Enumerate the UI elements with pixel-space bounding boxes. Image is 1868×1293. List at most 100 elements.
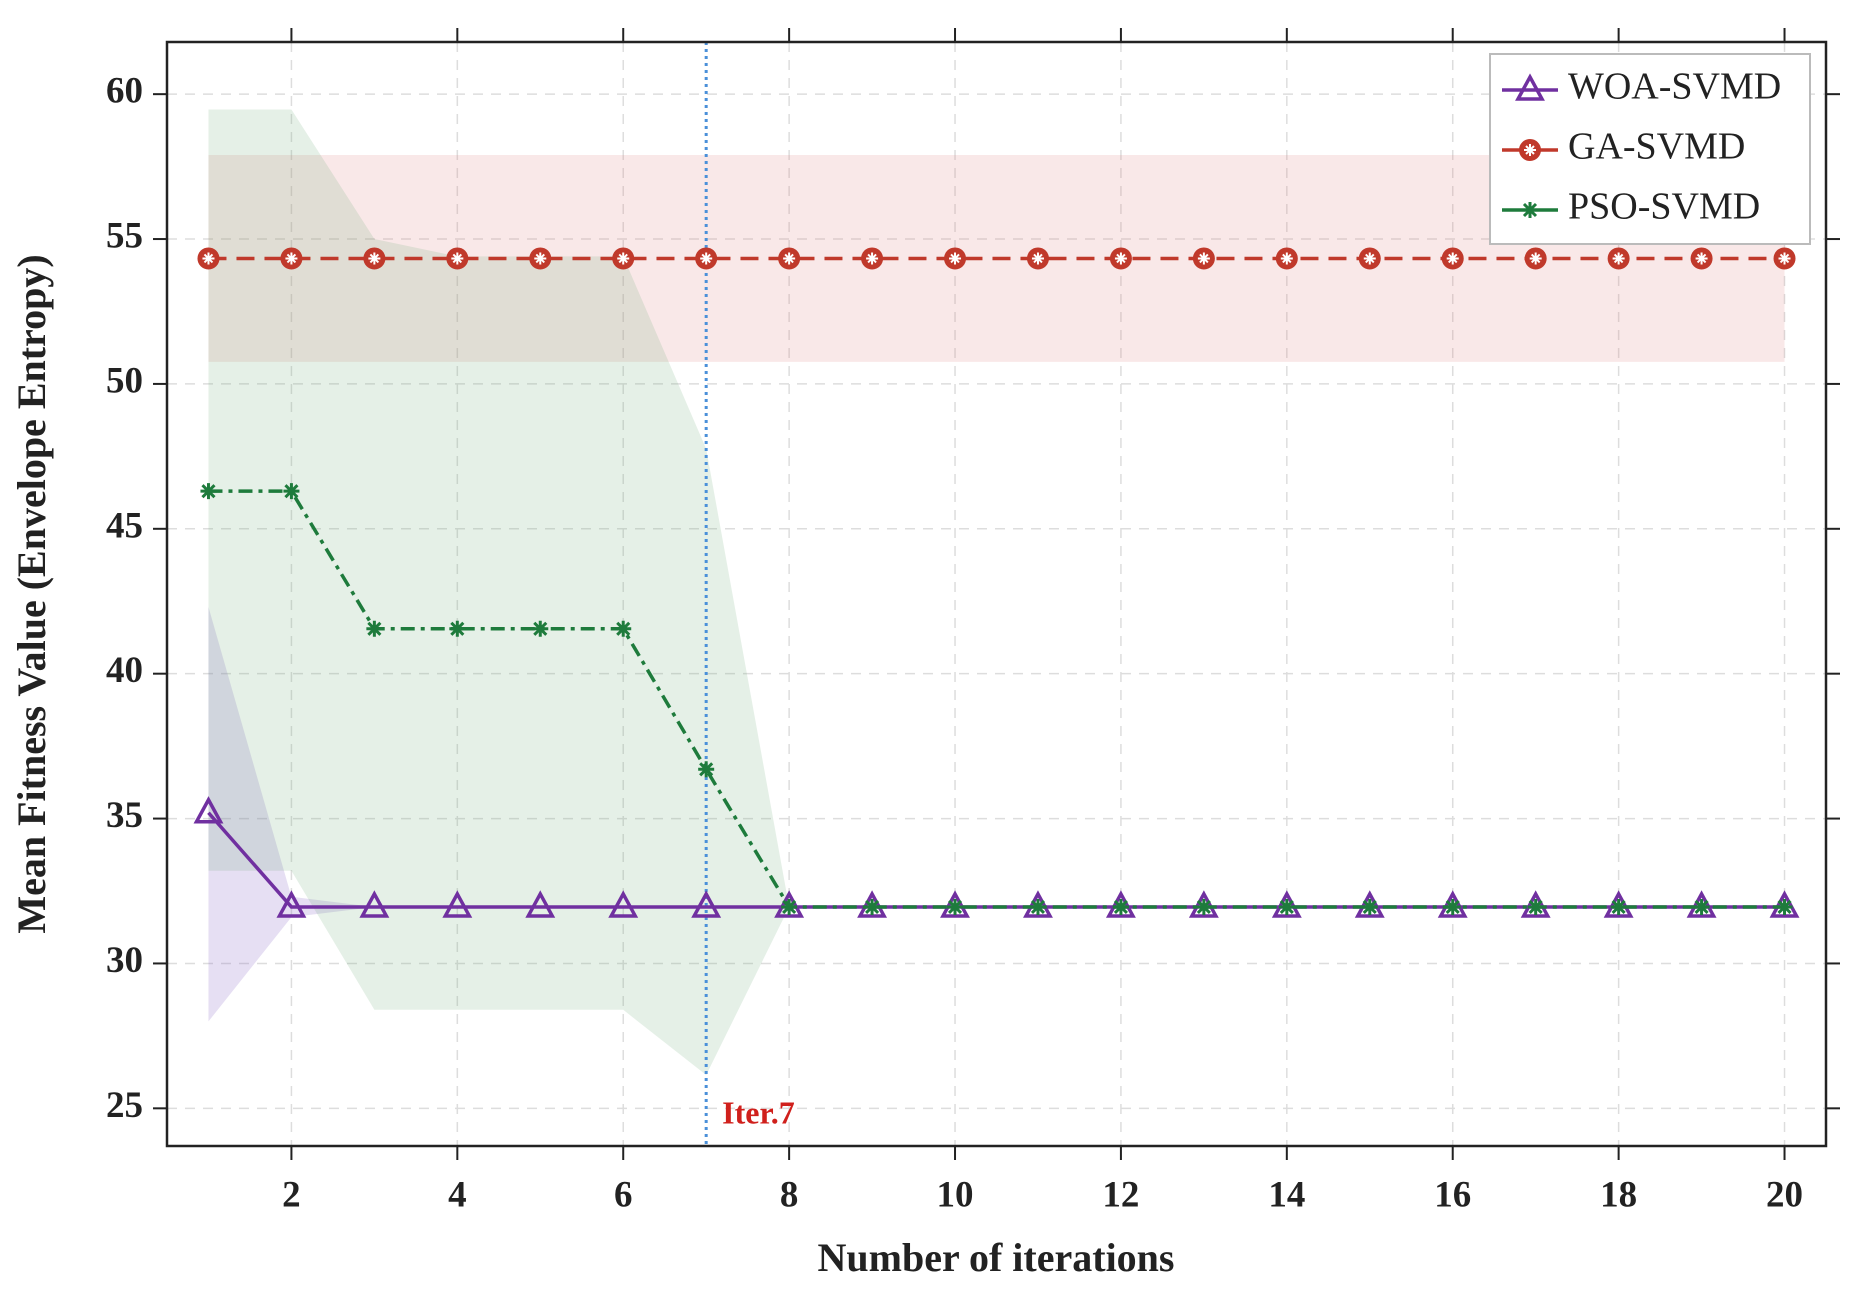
marker xyxy=(1271,890,1302,918)
x-tick-label: 20 xyxy=(1766,1174,1803,1215)
y-tick-label: 45 xyxy=(106,505,143,546)
x-tick-label: 8 xyxy=(780,1174,799,1215)
y-tick-label: 40 xyxy=(106,650,143,691)
legend-label: WOA-SVMD xyxy=(1568,66,1781,108)
y-tick-label: 35 xyxy=(106,795,143,836)
marker-star xyxy=(202,252,215,265)
marker xyxy=(1769,890,1800,918)
x-tick-label: 14 xyxy=(1268,1174,1305,1215)
marker xyxy=(1112,898,1129,915)
marker xyxy=(944,247,967,270)
marker xyxy=(276,890,307,918)
y-tick-label: 50 xyxy=(106,360,143,401)
marker xyxy=(283,483,300,500)
marker xyxy=(1603,890,1634,918)
marker xyxy=(615,620,632,637)
marker xyxy=(280,247,303,270)
marker xyxy=(947,898,964,915)
marker-star xyxy=(1031,252,1044,265)
marker-star xyxy=(866,252,879,265)
marker-star xyxy=(783,252,796,265)
marker xyxy=(363,247,386,270)
marker xyxy=(695,247,718,270)
marker xyxy=(1693,898,1710,915)
marker xyxy=(529,247,552,270)
legend-label: PSO-SVMD xyxy=(1568,186,1760,228)
plot-frame xyxy=(165,40,1828,1148)
marker xyxy=(1773,247,1796,270)
marker xyxy=(1444,898,1461,915)
marker xyxy=(1776,898,1793,915)
marker xyxy=(608,890,639,918)
x-axis-label: Number of iterations xyxy=(818,1235,1175,1280)
marker xyxy=(698,761,715,778)
marker xyxy=(1519,139,1541,161)
marker xyxy=(864,898,881,915)
marker xyxy=(1686,890,1717,918)
y-tick-label: 60 xyxy=(106,71,143,112)
marker xyxy=(449,620,466,637)
legend-label: GA-SVMD xyxy=(1568,126,1745,168)
marker-star xyxy=(1446,252,1459,265)
marker-star xyxy=(451,252,464,265)
marker-star xyxy=(700,252,713,265)
x-tick-label: 2 xyxy=(282,1174,301,1215)
y-tick-label: 30 xyxy=(106,940,143,981)
marker-star xyxy=(949,252,962,265)
marker xyxy=(1441,247,1464,270)
marker xyxy=(1109,247,1132,270)
line xyxy=(208,489,1785,909)
marker-star xyxy=(1529,252,1542,265)
marker xyxy=(1361,898,1378,915)
marker xyxy=(774,890,805,918)
marker xyxy=(200,483,217,500)
annotation: Iter.7 xyxy=(722,1094,795,1130)
marker xyxy=(1195,898,1212,915)
marker xyxy=(1524,247,1547,270)
marker xyxy=(1188,890,1219,918)
marker xyxy=(1278,898,1295,915)
marker-star xyxy=(1363,252,1376,265)
marker xyxy=(1515,73,1545,101)
marker xyxy=(359,890,390,918)
marker xyxy=(1275,247,1298,270)
marker xyxy=(1520,890,1551,918)
confidence-band xyxy=(208,109,1785,1076)
marker xyxy=(193,796,224,824)
marker xyxy=(1437,890,1468,918)
marker xyxy=(861,247,884,270)
marker-star xyxy=(285,252,298,265)
marker xyxy=(1354,890,1385,918)
marker xyxy=(1192,247,1215,270)
marker xyxy=(691,890,722,918)
marker xyxy=(1527,898,1544,915)
marker xyxy=(1610,898,1627,915)
marker-star xyxy=(1524,144,1536,156)
x-tick-label: 18 xyxy=(1600,1174,1637,1215)
marker xyxy=(778,247,801,270)
marker xyxy=(1607,247,1630,270)
x-tick-label: 4 xyxy=(448,1174,467,1215)
marker-star xyxy=(534,252,547,265)
y-tick-label: 55 xyxy=(106,216,143,257)
marker-star xyxy=(617,252,630,265)
marker xyxy=(366,620,383,637)
marker xyxy=(442,890,473,918)
marker xyxy=(1522,202,1538,218)
x-tick-label: 10 xyxy=(937,1174,974,1215)
marker xyxy=(532,620,549,637)
y-tick-label: 25 xyxy=(106,1085,143,1126)
marker xyxy=(1026,247,1049,270)
marker xyxy=(781,898,798,915)
marker xyxy=(1690,247,1713,270)
marker xyxy=(1029,898,1046,915)
y-axis-label: Mean Fitness Value (Envelope Entropy) xyxy=(9,254,54,933)
marker xyxy=(1358,247,1381,270)
marker xyxy=(197,247,220,270)
x-tick-label: 6 xyxy=(614,1174,633,1215)
marker xyxy=(1023,890,1053,918)
marker-star xyxy=(1695,252,1708,265)
marker-star xyxy=(368,252,381,265)
marker xyxy=(857,890,888,918)
